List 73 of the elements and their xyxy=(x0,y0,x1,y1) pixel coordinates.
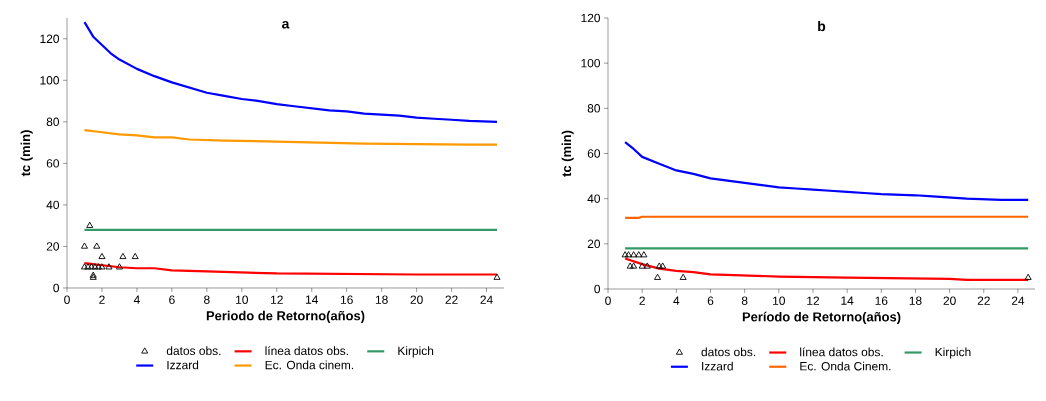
point xyxy=(115,263,123,270)
legend-label: datos obs. xyxy=(166,346,221,356)
x-tick-label: 8 xyxy=(741,296,748,305)
x-tick-label: 24 xyxy=(480,295,493,304)
x-tick-label: 2 xyxy=(99,295,105,304)
legend-label: Ec. Onda cinem. xyxy=(265,360,354,370)
y-tick-label: 20 xyxy=(46,242,60,251)
x-tick-label: 22 xyxy=(445,295,458,304)
y-tick-label: 40 xyxy=(587,194,601,203)
y-axis-title: tc (min) xyxy=(20,130,33,177)
point xyxy=(81,263,88,270)
x-tick-label: 22 xyxy=(977,296,990,305)
y-tick-label: 20 xyxy=(587,239,601,249)
y-tick-label: 60 xyxy=(587,149,601,158)
y-tick-label: 80 xyxy=(587,104,601,113)
line-series xyxy=(623,141,1030,201)
legend-label: datos obs. xyxy=(701,347,756,357)
point xyxy=(105,263,113,270)
point xyxy=(119,252,127,260)
point xyxy=(86,221,94,228)
legend-label: línea datos obs. xyxy=(800,347,883,357)
y-tick-label: 0 xyxy=(53,283,60,293)
x-tick-label: 18 xyxy=(375,295,388,304)
legend-label: Izzard xyxy=(702,361,733,371)
x-tick-label: 24 xyxy=(1011,296,1025,305)
legend-label: Ec. Onda Cinem. xyxy=(800,361,891,371)
y-tick-label: 100 xyxy=(581,58,601,68)
point xyxy=(91,263,99,270)
legend-label: línea datos obs. xyxy=(265,346,348,356)
x-axis-title: Periodo de Retorno(años) xyxy=(206,310,365,323)
point xyxy=(98,252,106,260)
y-tick-label: 40 xyxy=(46,200,60,210)
x-axis-title: Período de Retorno(años) xyxy=(742,311,901,325)
y-tick-label: 0 xyxy=(594,284,601,294)
line-series xyxy=(83,129,499,146)
x-tick-label: 10 xyxy=(236,295,248,304)
x-tick-label: 20 xyxy=(410,295,423,304)
point xyxy=(94,263,102,270)
x-tick-label: 6 xyxy=(707,296,714,305)
legend-label: Kirpich xyxy=(935,347,971,359)
y-tick-label: 120 xyxy=(581,13,601,23)
point xyxy=(84,263,92,270)
point xyxy=(98,263,106,270)
x-tick-label: 10 xyxy=(773,296,785,305)
x-tick-label: 12 xyxy=(807,296,820,305)
chart-title: a xyxy=(282,20,290,29)
legend-label: Kirpich xyxy=(398,346,434,358)
chart-title: b xyxy=(818,20,826,32)
x-tick-label: 0 xyxy=(605,296,611,305)
x-tick-label: 20 xyxy=(943,296,956,305)
y-tick-label: 60 xyxy=(46,159,60,168)
x-tick-label: 4 xyxy=(133,295,140,304)
y-tick-label: 80 xyxy=(46,117,60,127)
point xyxy=(93,242,101,249)
y-tick-label: 120 xyxy=(40,34,60,43)
x-tick-label: 12 xyxy=(271,295,283,304)
point xyxy=(131,252,139,260)
y-axis-title: tc (min) xyxy=(561,130,574,177)
point xyxy=(81,242,88,249)
x-tick-label: 0 xyxy=(64,295,70,304)
x-tick-label: 2 xyxy=(639,296,645,305)
x-tick-label: 8 xyxy=(204,295,210,304)
x-tick-label: 4 xyxy=(673,296,680,305)
y-tick-label: 100 xyxy=(40,76,60,85)
x-tick-label: 14 xyxy=(305,295,319,304)
x-tick-label: 16 xyxy=(875,296,888,305)
x-tick-label: 14 xyxy=(841,296,854,305)
x-tick-label: 6 xyxy=(169,295,175,304)
x-tick-label: 18 xyxy=(909,296,922,305)
x-tick-label: 16 xyxy=(340,295,353,304)
point xyxy=(493,273,501,280)
legend-label: Izzard xyxy=(167,360,199,370)
point xyxy=(87,263,95,270)
